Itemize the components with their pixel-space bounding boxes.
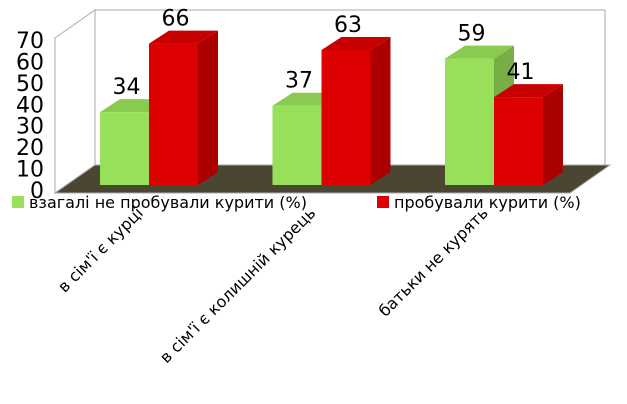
bar-top	[149, 30, 218, 44]
data-label: 41	[507, 60, 535, 85]
y-tick-label: 20	[16, 136, 44, 161]
data-label: 37	[285, 69, 313, 94]
data-label: 63	[334, 13, 362, 38]
bar-top	[494, 84, 563, 98]
bar-side	[198, 30, 218, 186]
legend-label: взагалі не пробували курити (%)	[29, 193, 307, 212]
bar-top	[445, 45, 514, 59]
y-tick-label: 70	[16, 29, 44, 54]
bar	[494, 97, 543, 185]
data-label: 59	[458, 22, 486, 47]
legend-swatch	[377, 196, 389, 208]
side-wall	[54, 9, 96, 194]
bar	[100, 112, 149, 185]
bar-side	[370, 37, 391, 185]
bar	[321, 50, 371, 185]
bar	[149, 43, 198, 186]
y-tick-label: 60	[16, 50, 44, 75]
bar	[272, 105, 322, 185]
y-tick-label: 0	[30, 179, 44, 204]
legend-label: пробували курити (%)	[394, 193, 581, 212]
data-label: 66	[162, 7, 190, 32]
y-tick-label: 40	[16, 93, 44, 118]
x-tick-label: в сім'ї є курці	[54, 203, 147, 296]
bar-top	[321, 37, 391, 50]
x-tick-label: батьки не курять	[375, 203, 492, 320]
legend-swatch	[12, 196, 24, 208]
x-tick-label: в сім'ї є колишній курець	[156, 203, 319, 366]
bar	[445, 58, 494, 186]
y-tick-label: 30	[16, 115, 44, 140]
y-tick-label: 50	[16, 72, 44, 97]
y-tick-label: 10	[16, 158, 44, 183]
bar-side	[543, 84, 563, 185]
data-label: 34	[113, 75, 141, 100]
